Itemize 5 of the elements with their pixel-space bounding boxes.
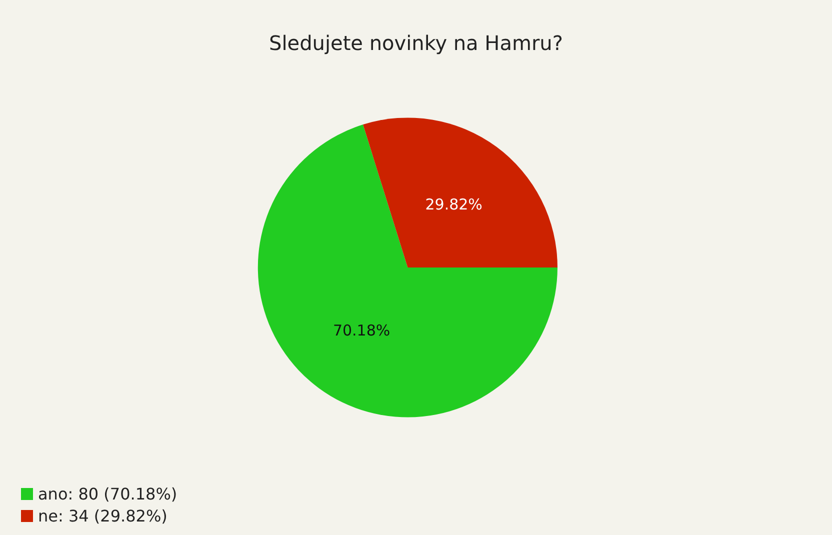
- data-label: 70.18%: [332, 321, 390, 340]
- data-label: 29.82%: [425, 196, 482, 214]
- legend-label: ano: 80 (70.18%): [38, 484, 178, 504]
- legend-label: ne: 34 (29.82%): [38, 506, 168, 526]
- chart-title: Sledujete novinky na Hamru?: [269, 31, 563, 55]
